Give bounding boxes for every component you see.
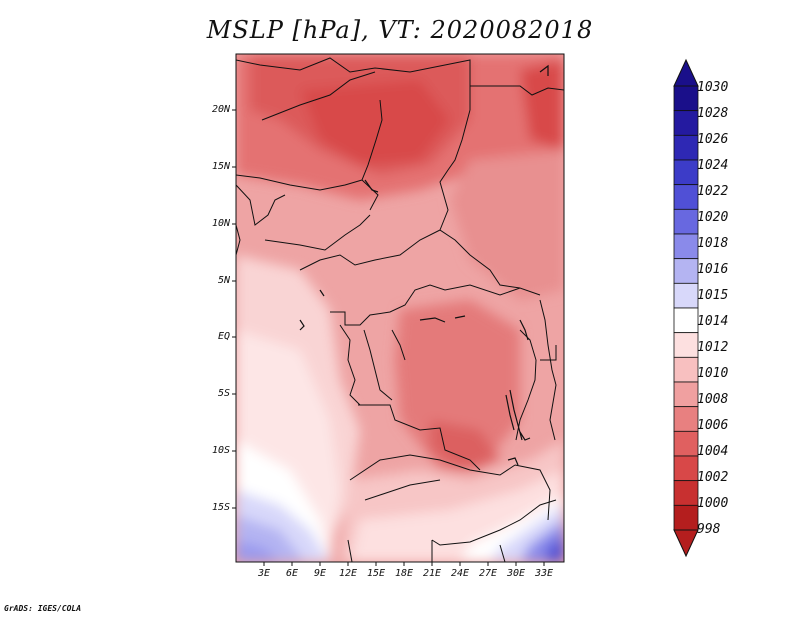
colorbar-segment <box>673 406 699 432</box>
colorbar-segment <box>673 233 699 260</box>
lon-label-9e: 9E <box>313 568 327 579</box>
lat-label-10s: 10S <box>211 445 230 456</box>
colorbar-segment <box>673 381 699 408</box>
pressure-field <box>236 54 564 562</box>
colorbar-label: 1012 <box>697 340 729 355</box>
axis-ticks <box>232 109 545 566</box>
colorbar-segment <box>673 430 699 457</box>
colorbar-segment <box>673 504 699 531</box>
colorbar-label: 1004 <box>697 444 729 459</box>
colorbar <box>673 58 699 558</box>
lon-label-27e: 27E <box>478 568 498 579</box>
colorbar-segment <box>673 184 699 210</box>
lon-label-12e: 12E <box>338 568 358 579</box>
colorbar-label: 998 <box>697 522 721 537</box>
colorbar-top-arrow <box>673 58 699 87</box>
lon-label-21e: 21E <box>422 568 442 579</box>
map-frame <box>235 53 565 563</box>
colorbar-segment <box>673 208 699 235</box>
colorbar-segment <box>673 480 699 506</box>
colorbar-label: 1010 <box>697 366 729 381</box>
colorbar-label: 1024 <box>697 158 729 173</box>
colorbar-segment <box>673 332 699 358</box>
lat-label-15n: 15N <box>211 161 230 172</box>
colorbar-label: 1015 <box>697 288 729 303</box>
lat-label-5s: 5S <box>217 388 230 399</box>
colorbar-label: 1026 <box>697 132 729 147</box>
lat-label-10n: 10N <box>211 218 230 229</box>
colorbar-label: 1008 <box>697 392 729 407</box>
colorbar-segment <box>673 455 699 482</box>
lon-label-18e: 18E <box>394 568 414 579</box>
colorbar-label: 1020 <box>697 210 729 225</box>
colorbar-label: 1000 <box>697 496 729 511</box>
lat-label-20n: 20N <box>211 104 230 115</box>
colorbar-label: 1022 <box>697 184 729 199</box>
map-title: MSLP [hPa], VT: 2020082018 <box>206 16 594 44</box>
lat-label-15s: 15S <box>211 502 230 513</box>
lat-label-5n: 5N <box>217 275 230 286</box>
colorbar-segment <box>673 110 699 136</box>
colorbar-segment <box>673 134 699 161</box>
lon-label-33e: 33E <box>534 568 554 579</box>
colorbar-label: 1014 <box>697 314 729 329</box>
credit-text: GrADS: IGES/COLA <box>4 604 82 613</box>
lon-label-15e: 15E <box>366 568 386 579</box>
lon-label-6e: 6E <box>285 568 299 579</box>
lon-label-3e: 3E <box>257 568 271 579</box>
colorbar-label: 1030 <box>697 80 729 95</box>
country-borders <box>236 57 564 562</box>
colorbar-segment <box>673 85 699 112</box>
lon-label-30e: 30E <box>506 568 526 579</box>
colorbar-segment <box>673 258 699 284</box>
lat-label-eq: EQ <box>217 331 230 342</box>
colorbar-label: 1018 <box>697 236 729 251</box>
colorbar-label: 1028 <box>697 106 729 121</box>
colorbar-bottom-arrow <box>673 529 699 558</box>
colorbar-segment <box>673 307 699 334</box>
lon-label-24e: 24E <box>450 568 470 579</box>
colorbar-label: 1016 <box>697 262 729 277</box>
lakes <box>299 64 549 466</box>
colorbar-segment <box>673 356 699 383</box>
colorbar-segment <box>673 159 699 186</box>
colorbar-segment <box>673 282 699 309</box>
colorbar-label: 1002 <box>697 470 729 485</box>
colorbar-label: 1006 <box>697 418 729 433</box>
